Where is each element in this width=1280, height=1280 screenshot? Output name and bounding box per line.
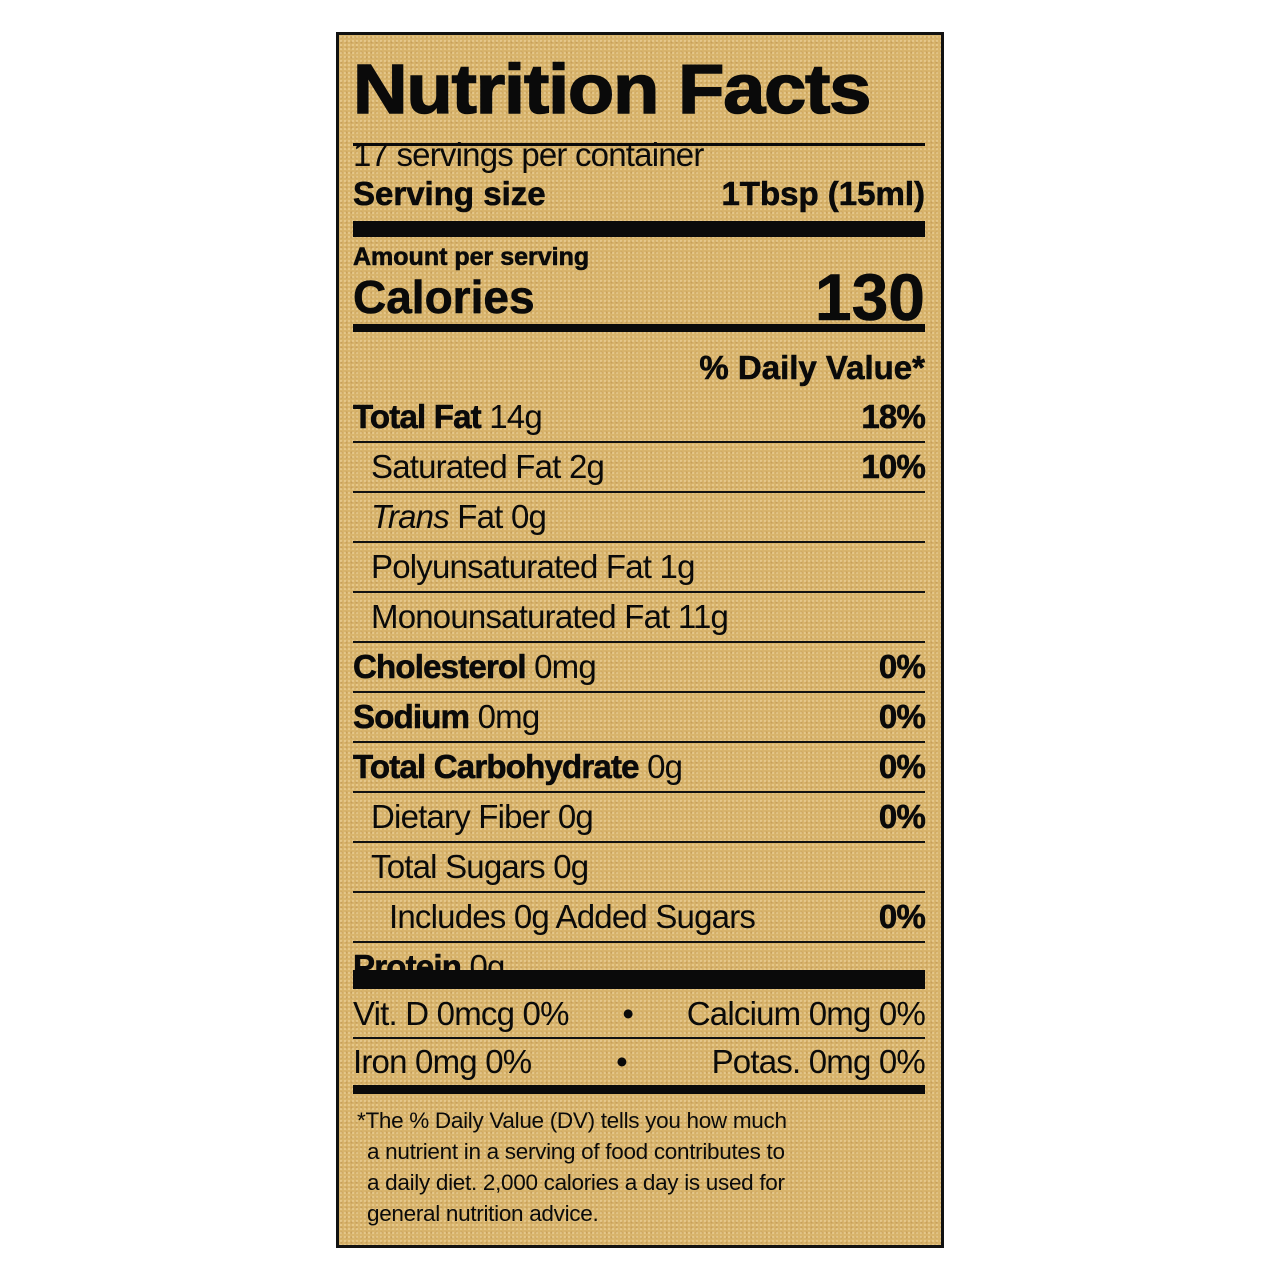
nutrient-daily-value: 0% xyxy=(878,648,927,686)
vitamin-sep: • xyxy=(616,1043,628,1080)
nutrient-label: Total Carbohydrate 0g xyxy=(353,748,683,786)
footnote-line: a nutrient in a serving of food contribu… xyxy=(367,1139,785,1164)
nutrient-row: Polyunsaturated Fat 1g xyxy=(353,541,925,591)
nutrient-row: Saturated Fat 2g 10% xyxy=(353,441,926,491)
nutrient-row: Trans Fat 0g xyxy=(353,491,925,541)
nutrient-row: Includes 0g Added Sugars 0% xyxy=(353,891,927,941)
vitamin-list: Vit. D 0mcg 0% • Calcium 0mg 0% Iron 0mg 0%… xyxy=(353,991,926,1085)
nutrient-row: Dietary Fiber 0g 0% xyxy=(353,791,927,841)
nutrient-amount: 0g xyxy=(557,798,594,835)
calories-row: Calories 130 xyxy=(353,260,926,335)
amount-per-serving: Amount per serving xyxy=(353,243,590,272)
calories-label: Calories xyxy=(353,271,535,324)
footnote-line: general nutrition advice. xyxy=(367,1201,599,1226)
nutrient-daily-value: 0% xyxy=(878,898,927,936)
thick-divider xyxy=(353,221,925,237)
label-title: Nutrition Facts xyxy=(352,49,872,129)
daily-value-header: % Daily Value* xyxy=(699,349,925,387)
nutrient-label: Cholesterol 0mg xyxy=(353,648,597,686)
nutrient-row: Total Sugars 0g xyxy=(353,841,925,891)
nutrient-amount: 11g xyxy=(677,598,729,635)
footnote-line: *The % Daily Value (DV) tells you how mu… xyxy=(357,1108,787,1133)
nutrient-name: Polyunsaturated Fat xyxy=(371,548,652,585)
nutrient-row: Monounsaturated Fat 11g xyxy=(353,591,925,641)
nutrient-row: Total Fat 14g 18% xyxy=(353,393,926,441)
nutrition-facts-label: Nutrition Facts 17 servings per containe… xyxy=(336,32,944,1248)
nutrient-amount: 0mg xyxy=(534,648,597,685)
footnote: *The % Daily Value (DV) tells you how mu… xyxy=(353,1105,925,1229)
vitamin-left: Vit. D 0mcg 0% xyxy=(353,995,569,1032)
serving-size-label: Serving size xyxy=(353,175,546,213)
nutrient-name: Sodium xyxy=(353,698,471,736)
nutrient-label: Total Fat 14g xyxy=(353,398,543,436)
nutrient-daily-value: 0% xyxy=(878,748,927,786)
nutrient-label: Saturated Fat 2g xyxy=(371,448,605,486)
nutrient-label: Sodium 0mg xyxy=(353,698,541,736)
vitamin-row: Vit. D 0mcg 0% • Calcium 0mg 0% xyxy=(353,991,926,1037)
nutrient-name: Trans xyxy=(371,498,450,535)
calories-value: 130 xyxy=(814,260,926,335)
nutrient-name: Saturated Fat xyxy=(371,448,561,485)
nutrient-daily-value: 10% xyxy=(861,448,926,486)
vitamin-right: Calcium 0mg 0% xyxy=(686,995,926,1032)
serving-size-row: Serving size 1Tbsp (15ml) xyxy=(353,173,926,215)
servings-per-container: 17 servings per container xyxy=(353,136,704,173)
vitamin-right: Potas. 0mg 0% xyxy=(711,1043,926,1080)
nutrient-name: Total Fat xyxy=(353,398,482,436)
nutrient-name: Total Sugars xyxy=(371,848,546,885)
nutrient-label: Includes 0g Added Sugars xyxy=(389,898,756,936)
nutrient-name: Dietary Fiber xyxy=(371,798,550,835)
nutrient-daily-value: 18% xyxy=(861,398,926,436)
nutrient-name: Cholesterol xyxy=(353,648,527,686)
nutrient-label: Monounsaturated Fat 11g xyxy=(371,598,729,636)
nutrient-amount: 0g xyxy=(510,498,547,535)
vitamin-row: Iron 0mg 0% • Potas. 0mg 0% xyxy=(353,1037,926,1085)
vitamin-left: Iron 0mg 0% xyxy=(353,1043,532,1080)
nutrient-label: Total Sugars 0g xyxy=(371,848,589,886)
nutrient-label: Trans Fat 0g xyxy=(371,498,547,536)
nutrient-amount: 0g xyxy=(647,748,683,785)
nutrient-name: Total Carbohydrate xyxy=(353,748,640,786)
nutrient-row: Total Carbohydrate 0g 0% xyxy=(353,741,927,791)
nutrient-row: Cholesterol 0mg 0% xyxy=(353,641,927,691)
nutrient-name: Includes 0g Added Sugars xyxy=(389,898,756,935)
nutrient-name: Monounsaturated Fat xyxy=(371,598,670,635)
nutrient-label: Polyunsaturated Fat 1g xyxy=(371,548,695,586)
medium-divider xyxy=(353,1085,925,1094)
serving-size-value: 1Tbsp (15ml) xyxy=(721,175,925,213)
footnote-line: a daily diet. 2,000 calories a day is us… xyxy=(367,1170,785,1195)
nutrient-daily-value: 0% xyxy=(878,798,927,836)
nutrient-label: Dietary Fiber 0g xyxy=(371,798,594,836)
nutrient-daily-value: 0% xyxy=(878,698,927,736)
thick-divider xyxy=(353,970,925,989)
nutrient-row: Sodium 0mg 0% xyxy=(353,691,927,741)
vitamin-sep: • xyxy=(622,995,634,1032)
nutrient-list: Total Fat 14g 18% Saturated Fat 2g 10% Trans… xyxy=(353,393,927,991)
nutrient-amount: 2g xyxy=(568,448,605,485)
nutrient-amount: 0mg xyxy=(477,698,541,735)
nutrient-amount: 14g xyxy=(489,398,542,435)
divider xyxy=(353,143,925,146)
nutrient-amount: 0g xyxy=(553,848,589,885)
medium-divider xyxy=(353,324,925,332)
nutrient-name-suffix: Fat xyxy=(448,498,503,535)
nutrient-amount: 1g xyxy=(659,548,696,585)
